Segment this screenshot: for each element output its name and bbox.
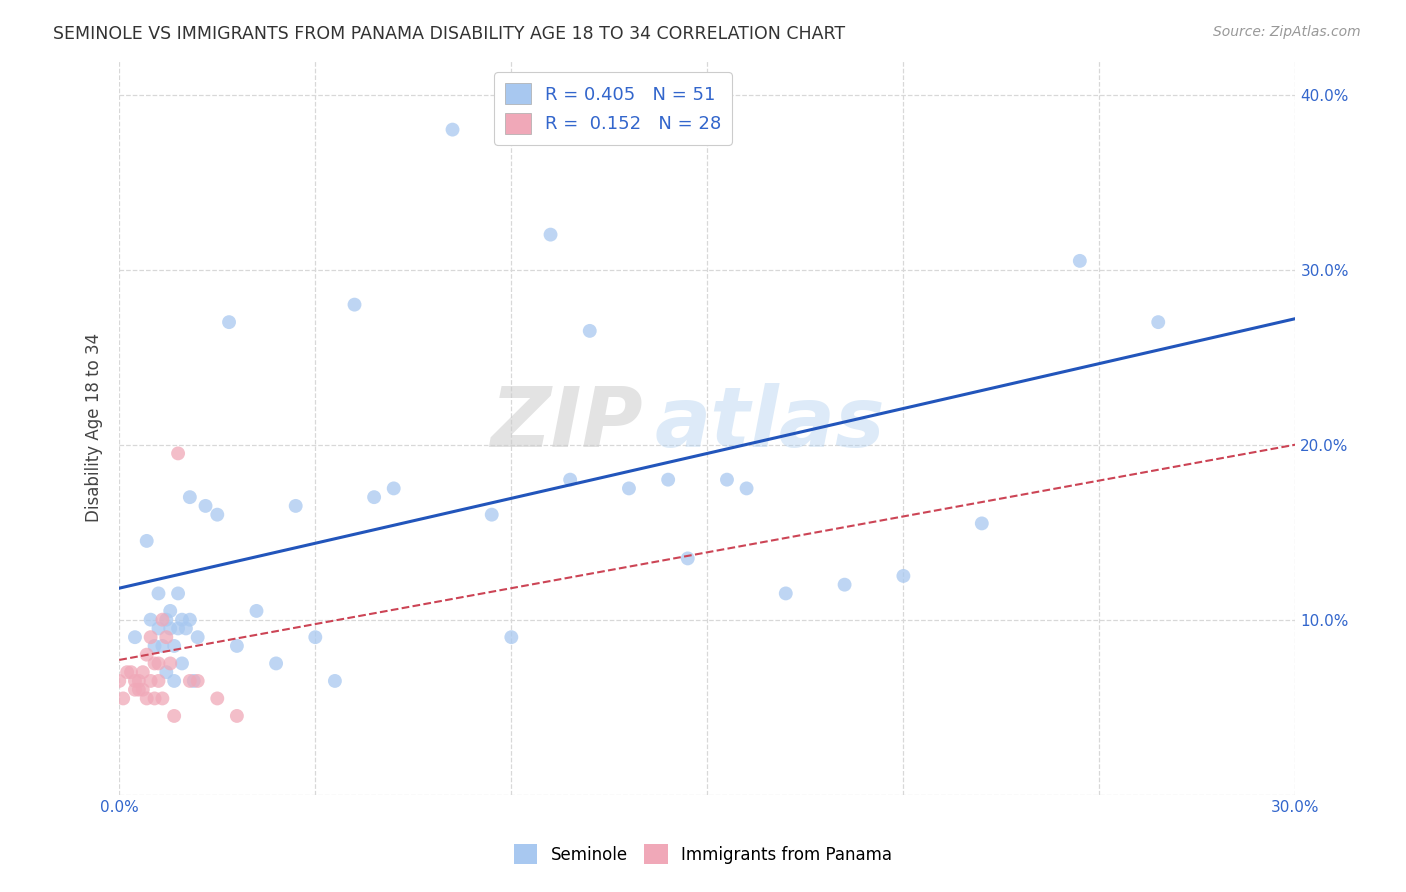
Point [617, 482, 640, 496]
Point [245, 604, 267, 618]
Point [170, 657, 193, 671]
Point [284, 499, 307, 513]
Point [1147, 315, 1170, 329]
Point [135, 648, 157, 662]
Point [970, 516, 993, 531]
Point [225, 639, 247, 653]
Point [148, 673, 170, 688]
Point [128, 682, 150, 697]
Legend: R = 0.405   N = 51, R =  0.152   N = 28: R = 0.405 N = 51, R = 0.152 N = 28 [495, 72, 733, 145]
Point [323, 673, 346, 688]
Point [501, 630, 523, 644]
Point [716, 473, 738, 487]
Point [143, 691, 166, 706]
Point [167, 622, 190, 636]
Point [194, 499, 217, 513]
Point [152, 639, 174, 653]
Point [657, 473, 679, 487]
Point [143, 639, 166, 653]
Point [132, 665, 155, 680]
Point [139, 673, 162, 688]
Point [135, 533, 157, 548]
Point [179, 673, 201, 688]
Point [207, 508, 229, 522]
Point [120, 665, 142, 680]
Point [578, 324, 600, 338]
Point [124, 673, 146, 688]
Point [481, 508, 503, 522]
Point [135, 691, 157, 706]
Point [143, 657, 166, 671]
Point [139, 630, 162, 644]
Point [163, 673, 186, 688]
Point [167, 586, 190, 600]
Point [676, 551, 699, 566]
Point [363, 490, 385, 504]
Point [343, 298, 366, 312]
Point [132, 682, 155, 697]
Point [159, 657, 181, 671]
Point [1069, 253, 1091, 268]
Point [115, 665, 138, 680]
Text: atlas: atlas [654, 383, 884, 464]
Point [148, 622, 170, 636]
Point [167, 446, 190, 460]
Point [124, 630, 146, 644]
Point [183, 673, 205, 688]
Point [112, 691, 135, 706]
Point [148, 657, 170, 671]
Legend: Seminole, Immigrants from Panama: Seminole, Immigrants from Panama [508, 838, 898, 871]
Point [148, 586, 170, 600]
Point [540, 227, 562, 242]
Point [170, 613, 193, 627]
Point [152, 613, 174, 627]
Point [775, 586, 797, 600]
Point [155, 665, 177, 680]
Point [834, 577, 856, 591]
Point [108, 673, 131, 688]
Point [218, 315, 240, 329]
Point [187, 673, 209, 688]
Point [152, 691, 174, 706]
Point [128, 673, 150, 688]
Text: ZIP: ZIP [491, 383, 643, 464]
Point [155, 613, 177, 627]
Point [187, 630, 209, 644]
Point [163, 709, 186, 723]
Point [382, 482, 405, 496]
Point [225, 709, 247, 723]
Point [124, 682, 146, 697]
Point [560, 473, 582, 487]
Text: SEMINOLE VS IMMIGRANTS FROM PANAMA DISABILITY AGE 18 TO 34 CORRELATION CHART: SEMINOLE VS IMMIGRANTS FROM PANAMA DISAB… [53, 25, 845, 43]
Point [159, 604, 181, 618]
Point [441, 122, 464, 136]
Point [174, 622, 197, 636]
Point [155, 630, 177, 644]
Y-axis label: Disability Age 18 to 34: Disability Age 18 to 34 [86, 333, 103, 522]
Text: Source: ZipAtlas.com: Source: ZipAtlas.com [1213, 25, 1361, 39]
Point [163, 639, 186, 653]
Point [179, 490, 201, 504]
Point [139, 613, 162, 627]
Point [207, 691, 229, 706]
Point [893, 569, 915, 583]
Point [264, 657, 287, 671]
Point [735, 482, 758, 496]
Point [179, 613, 201, 627]
Point [304, 630, 326, 644]
Point [159, 622, 181, 636]
